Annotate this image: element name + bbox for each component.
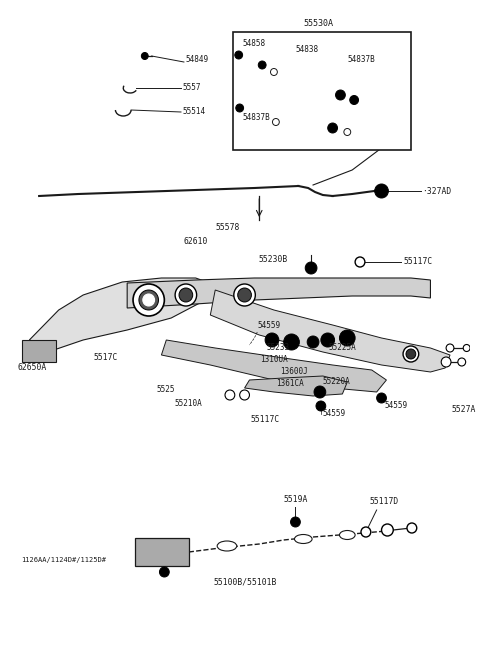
Circle shape [179, 288, 193, 302]
Text: 62650A: 62650A [18, 363, 47, 373]
Circle shape [142, 53, 148, 60]
Circle shape [321, 333, 335, 347]
Circle shape [355, 257, 365, 267]
Text: 1361CA: 1361CA [276, 378, 304, 388]
Circle shape [344, 129, 351, 135]
Circle shape [377, 393, 386, 403]
Circle shape [265, 333, 279, 347]
Circle shape [290, 517, 300, 527]
Text: 54559: 54559 [384, 401, 408, 411]
Circle shape [350, 95, 359, 104]
Text: 55210A: 55210A [174, 399, 202, 409]
Polygon shape [127, 278, 431, 308]
Text: 62610: 62610 [184, 237, 208, 246]
Text: 54837B: 54837B [348, 55, 375, 64]
Bar [22, 340, 56, 362]
Text: 1310UA: 1310UA [260, 355, 288, 365]
Circle shape [240, 390, 250, 400]
Circle shape [458, 358, 466, 366]
Circle shape [234, 284, 255, 306]
Text: 55578: 55578 [215, 223, 240, 233]
Text: 55117C: 55117C [251, 415, 280, 424]
Text: 55220A: 55220A [323, 378, 350, 386]
Text: 55230B: 55230B [258, 256, 288, 265]
Circle shape [446, 344, 454, 352]
Text: 5557: 5557 [183, 83, 202, 93]
FancyBboxPatch shape [135, 538, 189, 566]
Circle shape [258, 61, 266, 69]
Circle shape [235, 51, 242, 59]
Circle shape [382, 524, 393, 536]
Circle shape [316, 401, 326, 411]
Circle shape [463, 344, 470, 351]
Polygon shape [210, 290, 450, 372]
Polygon shape [161, 340, 386, 392]
Circle shape [403, 346, 419, 362]
Circle shape [328, 123, 337, 133]
Circle shape [305, 262, 317, 274]
Text: ·327AD: ·327AD [422, 187, 452, 196]
Circle shape [375, 184, 388, 198]
Ellipse shape [217, 541, 237, 551]
Circle shape [273, 118, 279, 125]
Circle shape [339, 330, 355, 346]
Text: 13600J: 13600J [280, 367, 308, 376]
Polygon shape [29, 278, 215, 350]
Circle shape [441, 357, 451, 367]
Text: 54838: 54838 [296, 45, 319, 55]
Text: 54559: 54559 [323, 409, 346, 419]
Text: 54849: 54849 [186, 55, 209, 64]
Circle shape [143, 294, 155, 306]
Circle shape [175, 284, 197, 306]
Text: 5519A: 5519A [284, 495, 308, 505]
Circle shape [406, 349, 416, 359]
Circle shape [139, 290, 158, 310]
Ellipse shape [339, 530, 355, 539]
Text: 54559: 54559 [257, 321, 280, 330]
Circle shape [159, 567, 169, 577]
Ellipse shape [294, 535, 312, 543]
Text: 55225A: 55225A [329, 342, 357, 351]
Text: 55233: 55233 [266, 342, 289, 351]
Text: 55514: 55514 [183, 108, 206, 116]
Circle shape [314, 386, 326, 398]
Text: 5517C: 5517C [94, 353, 118, 363]
Text: 54858: 54858 [242, 39, 266, 47]
Text: 55117D: 55117D [370, 497, 399, 507]
Circle shape [361, 527, 371, 537]
Circle shape [284, 334, 300, 350]
Text: 55117C: 55117C [403, 258, 432, 267]
Circle shape [225, 390, 235, 400]
Circle shape [307, 336, 319, 348]
Text: 5525: 5525 [156, 386, 175, 394]
Polygon shape [245, 376, 348, 396]
Circle shape [133, 284, 164, 316]
Circle shape [407, 523, 417, 533]
Bar [233, 32, 411, 150]
Circle shape [336, 90, 345, 100]
Circle shape [271, 68, 277, 76]
Circle shape [238, 288, 252, 302]
Text: 55530A: 55530A [303, 20, 333, 28]
Circle shape [236, 104, 243, 112]
Text: 55100B/55101B: 55100B/55101B [213, 578, 276, 587]
Text: 1126AA/1124D#/1125D#: 1126AA/1124D#/1125D# [22, 557, 107, 563]
Text: 5527A: 5527A [452, 405, 476, 415]
Text: 54837B: 54837B [242, 114, 270, 122]
